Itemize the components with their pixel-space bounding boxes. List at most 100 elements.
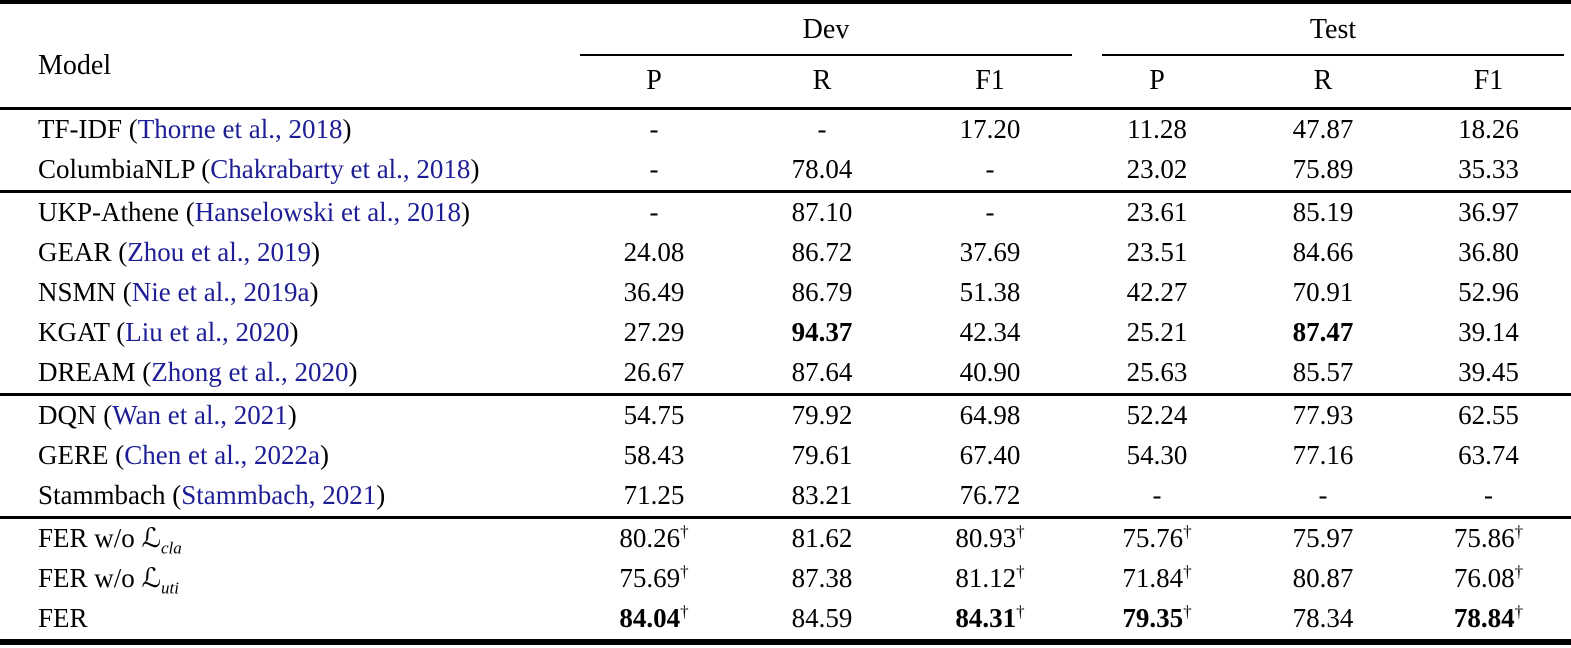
metric-cell: 54.75 bbox=[570, 394, 738, 436]
metric-value: 36.97 bbox=[1458, 197, 1519, 227]
metric-cell: - bbox=[570, 191, 738, 233]
metric-cell: 52.24 bbox=[1074, 394, 1240, 436]
metric-cell: 62.55 bbox=[1406, 394, 1571, 436]
metric-cell: - bbox=[1074, 476, 1240, 518]
metric-value: 84.31 bbox=[955, 603, 1017, 633]
table-row: GERE (Chen et al., 2022a) 58.43 79.61 67.40… bbox=[0, 436, 1571, 476]
citation-link[interactable]: Zhong et al., 2020 bbox=[151, 357, 349, 387]
metric-value: 47.87 bbox=[1292, 114, 1354, 144]
metric-value: 78.34 bbox=[1292, 603, 1354, 633]
metric-value: 23.51 bbox=[1126, 237, 1188, 267]
metric-cell: 26.67 bbox=[570, 353, 738, 395]
metric-cell: 84.66 bbox=[1240, 233, 1406, 273]
metric-value: 71.84 bbox=[1122, 563, 1184, 593]
metric-cell: 27.29 bbox=[570, 313, 738, 353]
dagger-mark: † bbox=[1183, 602, 1192, 621]
metric-cell: - bbox=[738, 108, 906, 150]
metric-cell: 42.34 bbox=[906, 313, 1074, 353]
dev-spanner-label: Dev bbox=[802, 14, 850, 45]
model-name: Stammbach bbox=[38, 480, 166, 510]
metric-cell: 71.25 bbox=[570, 476, 738, 518]
table-row: FER w/o ℒuti 75.69† 87.38 81.12† 71.84† 80.87… bbox=[0, 559, 1571, 599]
metric-value: 42.34 bbox=[959, 317, 1021, 347]
metric-value: 71.25 bbox=[623, 480, 685, 510]
metric-cell: 36.97 bbox=[1406, 191, 1571, 233]
metric-cell: - bbox=[1406, 476, 1571, 518]
metric-cell: 87.10 bbox=[738, 191, 906, 233]
metric-value: 94.37 bbox=[791, 317, 853, 347]
metric-value: 75.97 bbox=[1292, 523, 1354, 553]
metric-value: 36.80 bbox=[1458, 237, 1519, 267]
metric-cell: - bbox=[570, 108, 738, 150]
metric-value: 37.69 bbox=[959, 237, 1021, 267]
model-name: DREAM bbox=[38, 357, 136, 387]
metric-value: - bbox=[985, 197, 995, 227]
metric-value: 79.61 bbox=[791, 440, 853, 470]
metric-cell: 78.84† bbox=[1406, 599, 1571, 642]
metric-cell: 79.35† bbox=[1074, 599, 1240, 642]
citation-link[interactable]: Zhou et al., 2019 bbox=[127, 237, 311, 267]
metric-value: 80.26 bbox=[619, 523, 681, 553]
metric-cell: 64.98 bbox=[906, 394, 1074, 436]
metric-value: 85.19 bbox=[1292, 197, 1354, 227]
model-cell: Stammbach (Stammbach, 2021) bbox=[38, 480, 386, 510]
loss-subscript: uti bbox=[160, 578, 179, 598]
dagger-mark: † bbox=[680, 562, 689, 581]
metric-column-header-dev-r: R bbox=[812, 64, 832, 96]
citation-link[interactable]: Liu et al., 2020 bbox=[125, 317, 290, 347]
metric-value: - bbox=[649, 114, 659, 144]
model-cell: FER w/o ℒuti bbox=[0, 559, 570, 599]
metric-cell: 83.21 bbox=[738, 476, 906, 518]
metric-value: 84.04 bbox=[619, 603, 681, 633]
metric-value: 79.92 bbox=[791, 400, 853, 430]
test-spanner-label: Test bbox=[1309, 14, 1357, 45]
citation-link[interactable]: Wan et al., 2021 bbox=[112, 400, 288, 430]
metric-cell: 25.63 bbox=[1074, 353, 1240, 395]
metric-column-header-test-f1: F1 bbox=[1473, 64, 1504, 96]
metric-value: 80.93 bbox=[955, 523, 1017, 553]
metric-value: 25.21 bbox=[1126, 317, 1188, 347]
metric-cell: 80.87 bbox=[1240, 559, 1406, 599]
model-name: FER w/o bbox=[38, 523, 135, 553]
table-row: KGAT (Liu et al., 2020) 27.29 94.37 42.34 25… bbox=[0, 313, 1571, 353]
metric-cell: 75.76† bbox=[1074, 517, 1240, 559]
metric-value: 54.30 bbox=[1126, 440, 1188, 470]
metric-cell: 23.51 bbox=[1074, 233, 1240, 273]
citation-link[interactable]: Chen et al., 2022a bbox=[124, 440, 320, 470]
metric-cell: 52.96 bbox=[1406, 273, 1571, 313]
metric-cell: 94.37 bbox=[738, 313, 906, 353]
subheader-row: P R F1 P R F1 bbox=[0, 56, 1571, 108]
metric-cell: 75.69† bbox=[570, 559, 738, 599]
dev-spanner: Dev bbox=[570, 2, 1074, 56]
metric-value: 76.72 bbox=[959, 480, 1021, 510]
metric-value: - bbox=[1152, 480, 1162, 510]
table-row: TF-IDF (Thorne et al., 2018) - - 17.20 11.28… bbox=[0, 108, 1571, 150]
dagger-mark: † bbox=[1016, 522, 1025, 541]
citation-link[interactable]: Thorne et al., 2018 bbox=[137, 114, 343, 144]
citation-link[interactable]: Chakrabarty et al., 2018 bbox=[210, 154, 471, 184]
metric-cell: - bbox=[1240, 476, 1406, 518]
metric-value: 52.96 bbox=[1458, 277, 1519, 307]
citation-link[interactable]: Nie et al., 2019a bbox=[131, 277, 310, 307]
model-cell: TF-IDF (Thorne et al., 2018) bbox=[38, 114, 352, 144]
metric-cell: 54.30 bbox=[1074, 436, 1240, 476]
citation-link[interactable]: Stammbach, 2021 bbox=[181, 480, 377, 510]
metric-value: 86.72 bbox=[791, 237, 853, 267]
metric-cell: 75.86† bbox=[1406, 517, 1571, 559]
table-header: Model Dev Test P R F1 P R F1 bbox=[0, 2, 1571, 108]
metric-cell: 70.91 bbox=[1240, 273, 1406, 313]
dagger-mark: † bbox=[680, 602, 689, 621]
metric-value: 40.90 bbox=[959, 357, 1021, 387]
metric-cell: 86.79 bbox=[738, 273, 906, 313]
metric-column-header-dev-p: P bbox=[646, 64, 662, 96]
citation-link[interactable]: Hanselowski et al., 2018 bbox=[194, 197, 461, 227]
model-name: NSMN bbox=[38, 277, 117, 307]
model-name: GEAR bbox=[38, 237, 112, 267]
dagger-mark: † bbox=[1016, 562, 1025, 581]
metric-value: 77.93 bbox=[1292, 400, 1354, 430]
metric-value: - bbox=[649, 197, 659, 227]
metric-column-header-test-p: P bbox=[1149, 64, 1165, 96]
table-row: FER w/o ℒcla 80.26† 81.62 80.93† 75.76† 75.97… bbox=[0, 517, 1571, 559]
metric-cell: 76.72 bbox=[906, 476, 1074, 518]
